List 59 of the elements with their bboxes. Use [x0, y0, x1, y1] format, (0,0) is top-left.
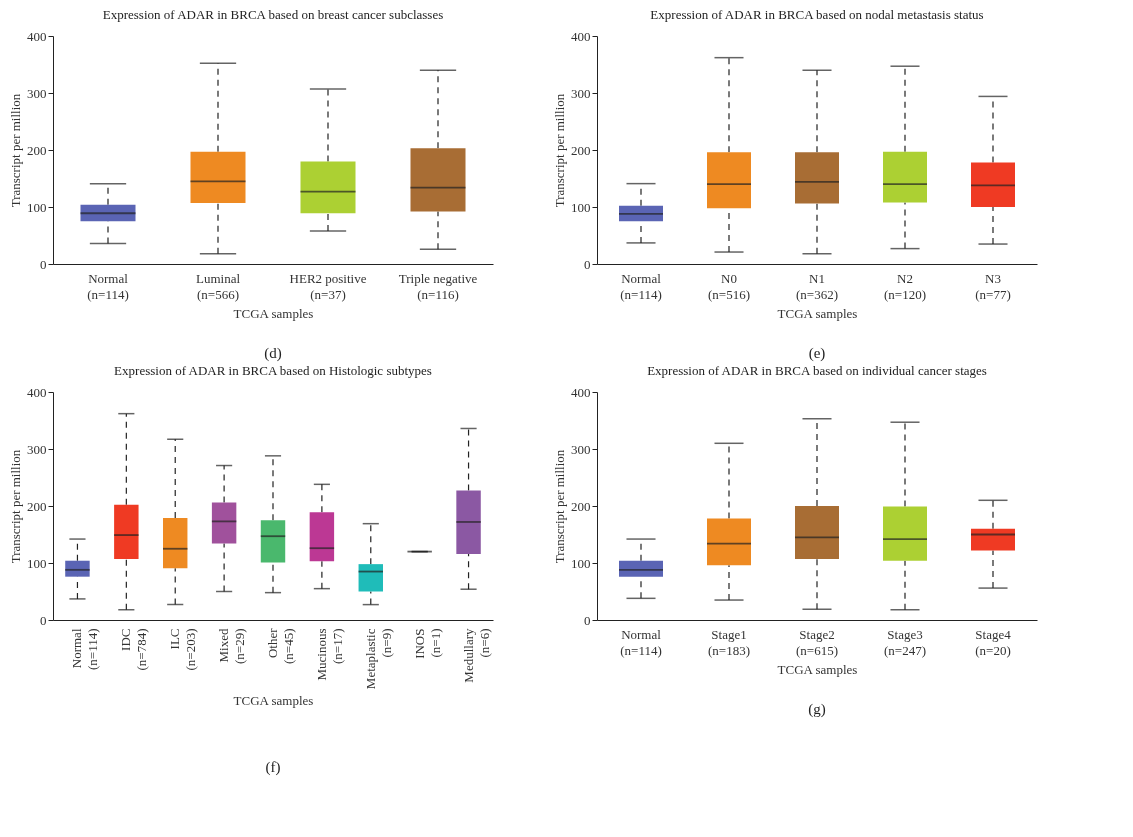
x-tick-label: IDC (n=784) — [118, 628, 150, 671]
x-tick-label: Stage4 (n=20) — [975, 626, 1012, 658]
x-tick-label: N0 (n=516) — [708, 270, 750, 302]
y-tick-label: 100 — [27, 555, 47, 571]
y-axis-title: Transcript per million — [8, 449, 23, 564]
y-tick-label: 200 — [571, 142, 591, 158]
y-tick-label: 300 — [27, 85, 47, 101]
x-tick-label: INOS (n=1) — [411, 628, 443, 659]
y-tick-label: 200 — [27, 142, 47, 158]
y-tick-label: 100 — [571, 199, 591, 215]
x-tick-label: Normal (n=114) — [87, 270, 129, 302]
y-tick-label: 400 — [27, 28, 47, 44]
x-tick-label: Stage1 (n=183) — [708, 626, 750, 658]
x-axis-title: TCGA samples — [233, 305, 314, 321]
x-tick-label: Normal (n=114) — [620, 626, 662, 658]
y-tick-label: 0 — [584, 612, 591, 628]
x-tick-label: Medullary (n=6) — [460, 628, 492, 683]
x-tick-label: N2 (n=120) — [884, 270, 926, 302]
y-axis-title: Transcript per million — [8, 93, 23, 208]
x-axis-title: TCGA samples — [777, 661, 858, 677]
y-tick-label: 300 — [571, 441, 591, 457]
y-axis-title: Transcript per million — [552, 449, 567, 564]
y-tick-label: 100 — [571, 555, 591, 571]
text: (d) — [264, 345, 282, 362]
y-tick-label: 300 — [571, 85, 591, 101]
x-tick-label: Mixed (n=29) — [216, 628, 248, 664]
x-tick-label: Triple negative (n=116) — [398, 270, 478, 302]
x-tick-label: Normal (n=114) — [620, 270, 662, 302]
chart-title: Expression of ADAR in BRCA based on breast cancer subclasses — [102, 7, 444, 22]
x-axis-title: TCGA samples — [777, 305, 858, 321]
x-tick-label: ILC (n=203) — [167, 628, 199, 671]
text: (f) — [265, 759, 281, 776]
chart-title: Expression of ADAR in BRCA based on nodal metastasis status — [650, 7, 984, 22]
text: (e) — [808, 345, 826, 362]
x-tick-label: Normal (n=114) — [69, 628, 101, 671]
x-tick-label: Luminal (n=566) — [195, 270, 241, 302]
x-tick-label: Other (n=45) — [265, 627, 296, 664]
x-tick-label: HER2 positive (n=37) — [289, 270, 367, 302]
text: (g) — [808, 701, 826, 718]
x-tick-label: Metaplastic (n=9) — [362, 628, 394, 690]
y-tick-label: 400 — [27, 384, 47, 400]
y-tick-label: 200 — [27, 498, 47, 514]
y-tick-label: 400 — [571, 384, 591, 400]
y-axis-title: Transcript per million — [552, 93, 567, 208]
x-tick-label: Stage3 (n=247) — [884, 626, 926, 658]
y-tick-label: 100 — [27, 199, 47, 215]
y-tick-label: 400 — [571, 28, 591, 44]
chart-title: Expression of ADAR in BRCA based on Histologic subtypes — [114, 363, 432, 378]
x-tick-label: N1 (n=362) — [796, 270, 838, 302]
x-axis-title: TCGA samples — [233, 693, 314, 709]
chart-title: Expression of ADAR in BRCA based on individual cancer stages — [647, 363, 987, 378]
y-tick-label: 300 — [27, 441, 47, 457]
y-tick-label: 0 — [40, 256, 47, 272]
x-tick-label: N3 (n=77) — [975, 270, 1011, 302]
y-tick-label: 0 — [584, 256, 591, 272]
y-tick-label: 0 — [40, 612, 47, 628]
y-tick-label: 200 — [571, 498, 591, 514]
x-tick-label: Mucinous (n=17) — [313, 628, 345, 681]
x-tick-label: Stage2 (n=615) — [796, 626, 838, 658]
